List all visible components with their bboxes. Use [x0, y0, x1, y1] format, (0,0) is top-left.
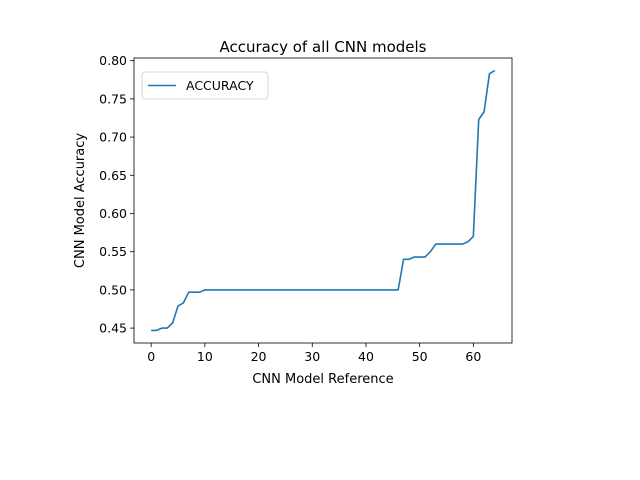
x-axis-label: CNN Model Reference — [252, 372, 393, 387]
series-line-accuracy — [151, 69, 496, 332]
y-tick-label: 0.45 — [99, 321, 127, 336]
y-tick-label: 0.75 — [99, 91, 127, 106]
legend-label: ACCURACY — [186, 78, 254, 93]
plot-area — [133, 57, 513, 344]
chart-title: Accuracy of all CNN models — [220, 38, 427, 56]
x-tick-label: 20 — [251, 349, 267, 364]
x-tick-label: 10 — [197, 349, 213, 364]
series-layer — [151, 69, 496, 332]
y-tick-label: 0.50 — [99, 282, 127, 297]
axes-frame — [133, 57, 513, 344]
legend: ACCURACY — [141, 71, 269, 100]
x-axis-ticks: 0 10 20 30 40 50 60 — [147, 343, 481, 364]
x-tick-label: 40 — [358, 349, 374, 364]
y-tick-label: 0.70 — [99, 130, 127, 145]
y-tick-label: 0.60 — [99, 206, 127, 221]
x-tick-label: 50 — [412, 349, 428, 364]
x-tick-label: 30 — [304, 349, 320, 364]
y-tick-label: 0.65 — [99, 168, 127, 183]
y-axis-label: CNN Model Accuracy — [73, 133, 88, 268]
x-tick-label: 60 — [465, 349, 481, 364]
x-tick-label: 0 — [147, 349, 155, 364]
y-axis-ticks: 0.45 0.50 0.55 0.60 0.65 0.70 0.75 0.80 — [99, 53, 134, 336]
y-tick-label: 0.55 — [99, 244, 127, 259]
legend-box — [141, 71, 269, 100]
y-tick-label: 0.80 — [99, 53, 127, 68]
